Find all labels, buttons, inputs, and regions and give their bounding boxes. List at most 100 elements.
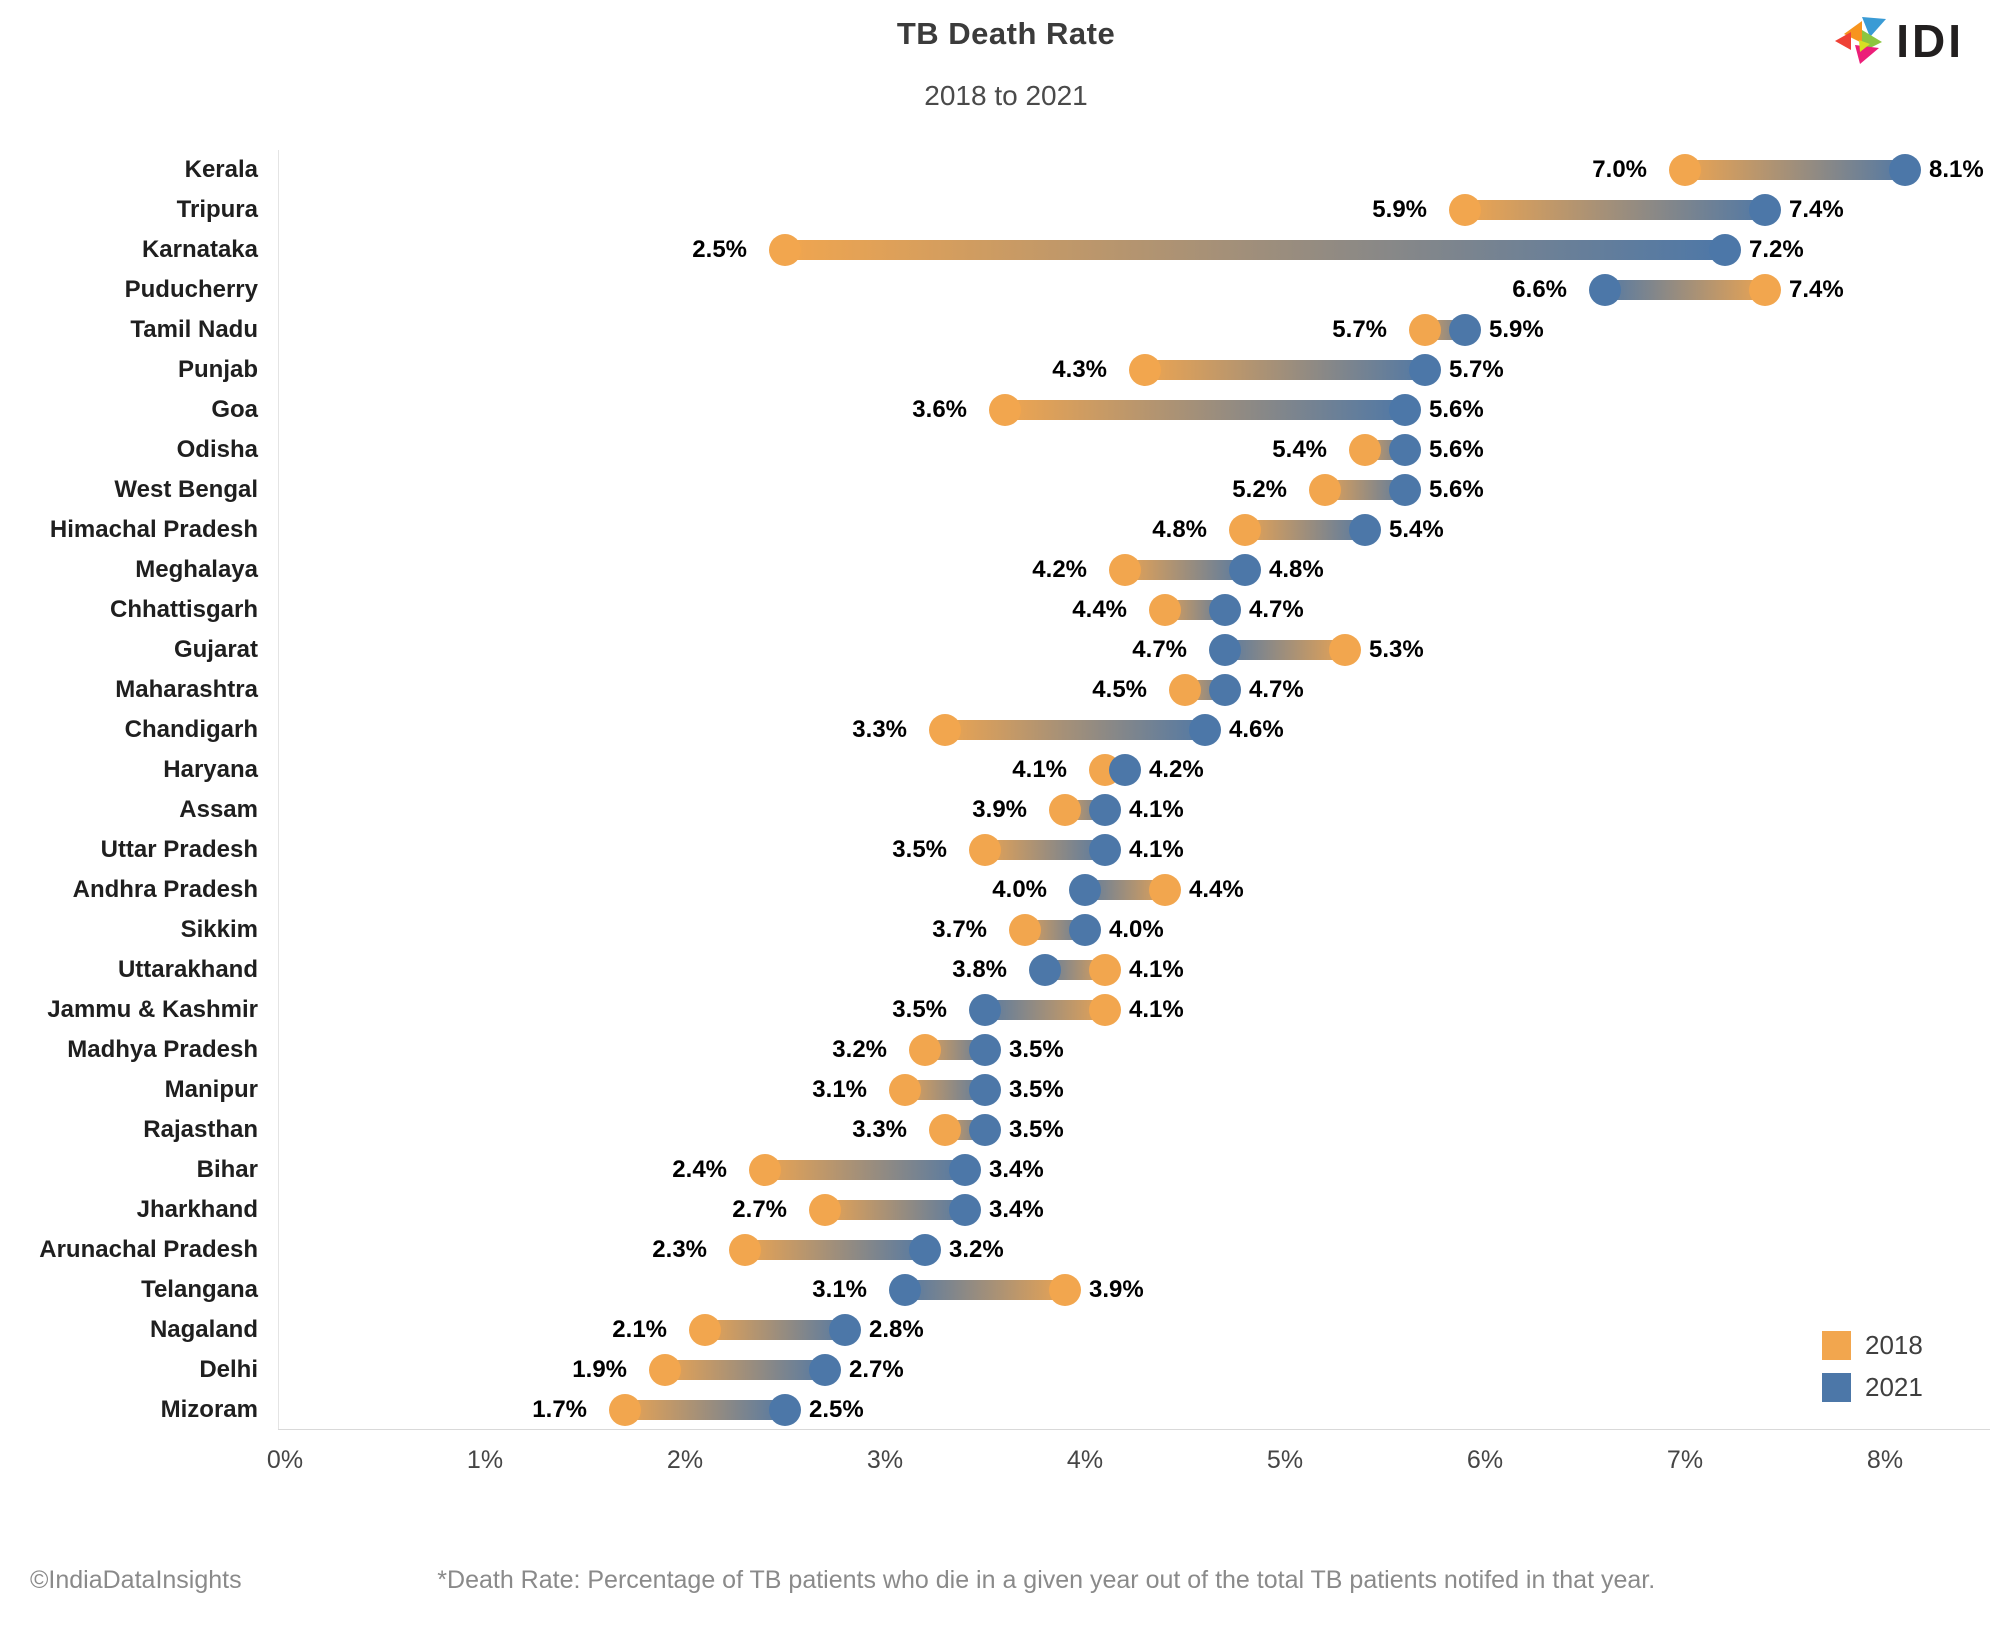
dot-2021[interactable] bbox=[829, 1314, 861, 1346]
dumbbell-bar[interactable] bbox=[755, 1160, 975, 1180]
dot-2021[interactable] bbox=[1209, 594, 1241, 626]
dot-2021[interactable] bbox=[809, 1354, 841, 1386]
dot-2018[interactable] bbox=[1089, 954, 1121, 986]
row-track: 2.3% 3.2% bbox=[285, 1230, 2012, 1270]
dot-2018[interactable] bbox=[1409, 314, 1441, 346]
dot-2018[interactable] bbox=[729, 1234, 761, 1266]
dot-2021[interactable] bbox=[909, 1234, 941, 1266]
dot-2018[interactable] bbox=[1329, 634, 1361, 666]
dot-2018[interactable] bbox=[689, 1314, 721, 1346]
row-label: Arunachal Pradesh bbox=[39, 1236, 258, 1263]
dot-2018[interactable] bbox=[929, 714, 961, 746]
dot-2018[interactable] bbox=[749, 1154, 781, 1186]
dot-2021[interactable] bbox=[1389, 474, 1421, 506]
dumbbell-bar[interactable] bbox=[655, 1360, 835, 1380]
row-track: 3.8% 4.1% bbox=[285, 950, 2012, 990]
dumbbell-bar[interactable] bbox=[895, 1280, 1075, 1300]
value-label-high: 5.4% bbox=[1389, 516, 1444, 543]
legend-item-2018[interactable]: 2018 bbox=[1822, 1330, 1923, 1361]
dot-2021[interactable] bbox=[1109, 754, 1141, 786]
value-label-low: 3.9% bbox=[972, 796, 1027, 823]
value-label-high: 4.8% bbox=[1269, 556, 1324, 583]
dumbbell-bar[interactable] bbox=[615, 1400, 795, 1420]
dot-2021[interactable] bbox=[1709, 234, 1741, 266]
dot-2018[interactable] bbox=[1449, 194, 1481, 226]
dumbbell-bar[interactable] bbox=[975, 1000, 1115, 1020]
dumbbell-bar[interactable] bbox=[695, 1320, 855, 1340]
dumbbell-bar[interactable] bbox=[1135, 360, 1435, 380]
dot-2018[interactable] bbox=[1309, 474, 1341, 506]
dot-2021[interactable] bbox=[969, 1114, 1001, 1146]
dot-2018[interactable] bbox=[1229, 514, 1261, 546]
dot-2021[interactable] bbox=[1029, 954, 1061, 986]
dot-2018[interactable] bbox=[889, 1074, 921, 1106]
dumbbell-bar[interactable] bbox=[1595, 280, 1775, 300]
dot-2021[interactable] bbox=[1209, 674, 1241, 706]
dot-2018[interactable] bbox=[1169, 674, 1201, 706]
dot-2018[interactable] bbox=[1049, 1274, 1081, 1306]
state-row: Kerala 7.0% 8.1% bbox=[0, 150, 2012, 190]
dumbbell-bar[interactable] bbox=[935, 720, 1215, 740]
dot-2018[interactable] bbox=[1349, 434, 1381, 466]
value-label-high: 4.4% bbox=[1189, 876, 1244, 903]
row-track: 1.7% 2.5% bbox=[285, 1390, 2012, 1430]
dot-2018[interactable] bbox=[969, 834, 1001, 866]
dot-2018[interactable] bbox=[1109, 554, 1141, 586]
dumbbell-bar[interactable] bbox=[1215, 640, 1355, 660]
dot-2021[interactable] bbox=[1189, 714, 1221, 746]
state-row: Gujarat 4.7% 5.3% bbox=[0, 630, 2012, 670]
dot-2021[interactable] bbox=[1069, 874, 1101, 906]
dot-2021[interactable] bbox=[1069, 914, 1101, 946]
dot-2021[interactable] bbox=[949, 1154, 981, 1186]
legend-item-2021[interactable]: 2021 bbox=[1822, 1372, 1923, 1403]
dot-2021[interactable] bbox=[1889, 154, 1921, 186]
legend-swatch-2018 bbox=[1822, 1331, 1851, 1360]
dot-2018[interactable] bbox=[1149, 594, 1181, 626]
dot-2021[interactable] bbox=[1089, 834, 1121, 866]
dot-2018[interactable] bbox=[909, 1034, 941, 1066]
dot-2018[interactable] bbox=[989, 394, 1021, 426]
dumbbell-bar[interactable] bbox=[995, 400, 1415, 420]
dumbbell-bar[interactable] bbox=[815, 1200, 975, 1220]
dot-2021[interactable] bbox=[969, 1074, 1001, 1106]
dot-2021[interactable] bbox=[969, 994, 1001, 1026]
x-tick-label: 5% bbox=[1266, 1446, 1304, 1474]
dot-2021[interactable] bbox=[969, 1034, 1001, 1066]
dot-2021[interactable] bbox=[889, 1274, 921, 1306]
dot-2021[interactable] bbox=[1229, 554, 1261, 586]
dumbbell-bar[interactable] bbox=[1235, 520, 1375, 540]
state-row: Meghalaya 4.2% 4.8% bbox=[0, 550, 2012, 590]
x-tick-label: 3% bbox=[866, 1446, 904, 1474]
dot-2021[interactable] bbox=[1409, 354, 1441, 386]
dot-2021[interactable] bbox=[1389, 394, 1421, 426]
dot-2018[interactable] bbox=[1669, 154, 1701, 186]
dot-2018[interactable] bbox=[1089, 994, 1121, 1026]
dot-2018[interactable] bbox=[1749, 274, 1781, 306]
dot-2021[interactable] bbox=[1449, 314, 1481, 346]
dot-2018[interactable] bbox=[649, 1354, 681, 1386]
dot-2021[interactable] bbox=[1349, 514, 1381, 546]
dot-2018[interactable] bbox=[1049, 794, 1081, 826]
dot-2018[interactable] bbox=[1129, 354, 1161, 386]
dot-2021[interactable] bbox=[949, 1194, 981, 1226]
dot-2021[interactable] bbox=[1209, 634, 1241, 666]
dot-2018[interactable] bbox=[769, 234, 801, 266]
value-label-low: 3.1% bbox=[812, 1076, 867, 1103]
dot-2021[interactable] bbox=[769, 1394, 801, 1426]
dumbbell-bar[interactable] bbox=[975, 840, 1115, 860]
dot-2018[interactable] bbox=[1149, 874, 1181, 906]
dot-2018[interactable] bbox=[929, 1114, 961, 1146]
dumbbell-bar[interactable] bbox=[1455, 200, 1775, 220]
dot-2018[interactable] bbox=[1009, 914, 1041, 946]
dot-2021[interactable] bbox=[1089, 794, 1121, 826]
dumbbell-bar[interactable] bbox=[735, 1240, 935, 1260]
dot-2021[interactable] bbox=[1389, 434, 1421, 466]
x-tick-label: 2% bbox=[666, 1446, 704, 1474]
dot-2018[interactable] bbox=[809, 1194, 841, 1226]
dot-2021[interactable] bbox=[1749, 194, 1781, 226]
dot-2018[interactable] bbox=[609, 1394, 641, 1426]
dumbbell-bar[interactable] bbox=[775, 240, 1735, 260]
dot-2021[interactable] bbox=[1589, 274, 1621, 306]
dumbbell-bar[interactable] bbox=[1675, 160, 1915, 180]
dumbbell-bar[interactable] bbox=[1115, 560, 1255, 580]
